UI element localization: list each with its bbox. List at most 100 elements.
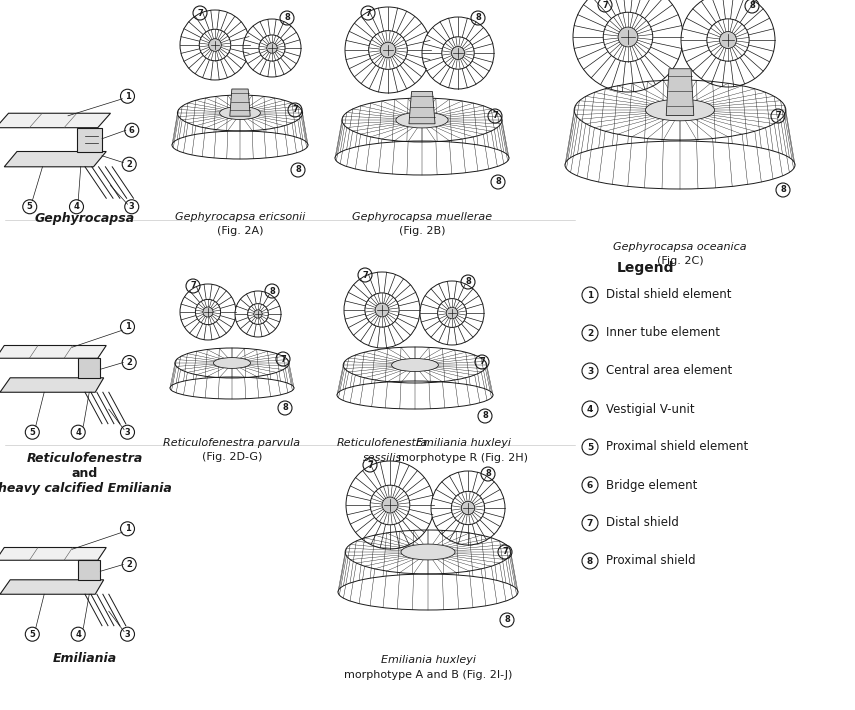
Circle shape: [267, 43, 277, 53]
Text: 8: 8: [269, 287, 274, 295]
Text: Vestigial V-unit: Vestigial V-unit: [606, 403, 694, 415]
Text: 6: 6: [129, 126, 135, 135]
Text: 5: 5: [29, 630, 35, 639]
Text: 2: 2: [127, 160, 133, 169]
Text: heavy calcified Emiliania: heavy calcified Emiliania: [0, 482, 172, 495]
Circle shape: [380, 43, 396, 58]
Text: 8: 8: [749, 1, 755, 11]
Text: Reticulofenestra parvula: Reticulofenestra parvula: [163, 438, 301, 448]
Circle shape: [243, 19, 301, 77]
Text: 7: 7: [363, 271, 368, 280]
Text: 7: 7: [587, 518, 593, 528]
Text: Gephyrocapsa muellerae: Gephyrocapsa muellerae: [352, 212, 492, 222]
Text: 7: 7: [365, 9, 371, 18]
Text: morphotype A and B (Fig. 2I-J): morphotype A and B (Fig. 2I-J): [344, 670, 512, 680]
Text: 8: 8: [465, 278, 471, 287]
Text: Legend: Legend: [616, 261, 674, 275]
Polygon shape: [0, 346, 106, 359]
Circle shape: [720, 31, 736, 48]
Circle shape: [438, 299, 466, 327]
Text: 1: 1: [125, 322, 131, 332]
Text: 4: 4: [74, 202, 80, 212]
Text: Emiliania huxleyi: Emiliania huxleyi: [380, 655, 475, 665]
Ellipse shape: [220, 106, 261, 119]
Circle shape: [346, 461, 434, 549]
Circle shape: [462, 501, 475, 515]
Circle shape: [209, 39, 221, 51]
Ellipse shape: [214, 358, 251, 368]
Text: 5: 5: [587, 442, 593, 452]
Ellipse shape: [392, 359, 439, 371]
Text: 2: 2: [127, 358, 133, 367]
Text: Gephyrocapsa oceanica: Gephyrocapsa oceanica: [613, 242, 746, 252]
Polygon shape: [0, 114, 110, 128]
Text: 7: 7: [492, 111, 498, 121]
Circle shape: [180, 284, 236, 340]
Circle shape: [259, 35, 285, 61]
Ellipse shape: [401, 544, 455, 560]
Text: Inner tube element: Inner tube element: [606, 327, 720, 339]
Text: 8: 8: [485, 469, 491, 479]
Ellipse shape: [170, 377, 294, 399]
Polygon shape: [0, 547, 106, 560]
Text: 5: 5: [29, 427, 35, 437]
Circle shape: [203, 307, 213, 317]
Text: (Fig. 2A): (Fig. 2A): [217, 226, 263, 236]
Text: 8: 8: [475, 13, 481, 23]
Circle shape: [422, 17, 494, 89]
Circle shape: [199, 29, 231, 61]
Polygon shape: [0, 580, 103, 594]
Polygon shape: [0, 378, 103, 392]
Circle shape: [248, 304, 268, 324]
Text: 8: 8: [780, 185, 786, 195]
Polygon shape: [4, 151, 106, 167]
Circle shape: [196, 300, 221, 324]
Text: Distal shield element: Distal shield element: [606, 288, 732, 302]
Text: 8: 8: [282, 403, 288, 413]
Text: Proximal shield element: Proximal shield element: [606, 440, 748, 454]
Circle shape: [707, 19, 749, 61]
Text: Bridge element: Bridge element: [606, 479, 698, 491]
Text: Gephyrocapsa: Gephyrocapsa: [35, 212, 135, 225]
Circle shape: [431, 471, 505, 545]
Ellipse shape: [335, 141, 509, 175]
Ellipse shape: [396, 112, 448, 128]
Circle shape: [235, 291, 281, 337]
Text: 7: 7: [502, 547, 508, 557]
Text: morphotype R (Fig. 2H): morphotype R (Fig. 2H): [398, 453, 528, 463]
Text: 7: 7: [198, 9, 203, 18]
Text: Proximal shield: Proximal shield: [606, 555, 696, 567]
Circle shape: [375, 303, 389, 317]
Circle shape: [382, 497, 398, 513]
Circle shape: [365, 293, 399, 327]
Text: 3: 3: [587, 366, 593, 376]
Circle shape: [345, 7, 431, 93]
Text: 4: 4: [587, 405, 593, 413]
Text: Reticulofenestra: Reticulofenestra: [27, 452, 143, 465]
Polygon shape: [409, 92, 435, 124]
Text: 1: 1: [587, 290, 593, 300]
Text: sessilis: sessilis: [363, 453, 402, 463]
Text: 7: 7: [292, 106, 298, 114]
Text: 8: 8: [284, 13, 290, 23]
Circle shape: [446, 307, 457, 319]
Circle shape: [573, 0, 683, 92]
Text: and: and: [72, 467, 98, 480]
Circle shape: [451, 491, 485, 525]
Text: 7: 7: [367, 461, 373, 469]
Circle shape: [442, 37, 475, 69]
Circle shape: [618, 27, 638, 47]
Polygon shape: [78, 359, 100, 378]
Text: 4: 4: [75, 630, 81, 639]
Polygon shape: [76, 128, 102, 151]
Ellipse shape: [172, 131, 308, 159]
Text: 8: 8: [504, 616, 510, 625]
Text: 2: 2: [127, 560, 133, 569]
Text: (Fig. 2D-G): (Fig. 2D-G): [202, 452, 262, 462]
Text: 7: 7: [280, 354, 286, 364]
Circle shape: [681, 0, 775, 87]
Ellipse shape: [338, 574, 518, 610]
Circle shape: [451, 47, 464, 60]
Ellipse shape: [337, 381, 493, 409]
Text: Emiliania: Emiliania: [53, 652, 117, 665]
